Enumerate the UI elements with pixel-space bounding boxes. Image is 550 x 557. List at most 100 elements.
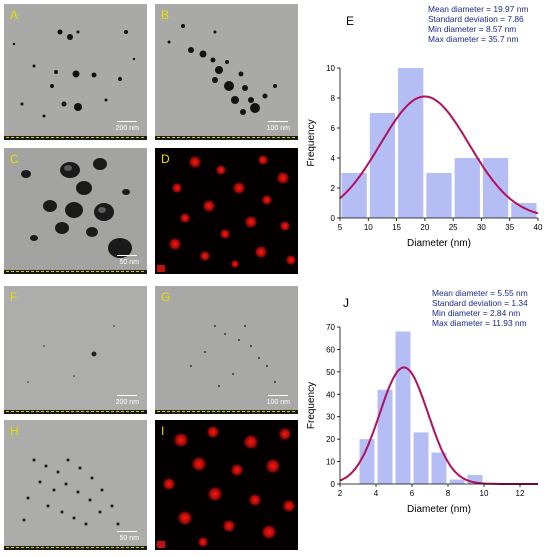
y-tick-label: 0 [331,214,336,223]
corner-marker [157,541,165,548]
histogram-bar [413,432,429,484]
scale-line [117,121,137,122]
scale-text: 100 nm [266,399,290,406]
micrograph-b: B 100 nm [155,4,298,140]
stat-min: Min diameter = 2.84 nm [432,308,521,318]
histogram-bar [467,475,483,484]
panel-label: G [161,290,171,304]
y-tick-label: 8 [331,94,336,103]
y-tick-label: 20 [326,435,335,444]
scale-text: 50 nm [119,535,139,542]
histogram-bar [395,331,411,484]
info-bar [4,410,147,414]
scale-line [268,395,288,396]
stat-max: Max diameter = 35.7 nm [428,34,519,44]
y-axis-label: Frequency [306,382,317,429]
panel-label: F [10,290,18,304]
scale-line [117,255,137,256]
micrograph-f: F 200 nm [4,286,147,414]
particles-c [21,158,132,258]
particles-g [190,325,276,387]
x-tick-label: 15 [392,223,401,232]
info-bar [155,136,298,140]
stats-box-e: Mean diameter = 19.97 nm Standard deviat… [428,4,528,44]
x-tick-label: 10 [480,489,489,498]
histogram-bar [431,452,447,484]
particles-a [12,29,136,118]
stat-sd: Standard deviation = 7.86 [428,14,524,24]
info-bar [4,136,147,140]
fluorescence-d: D [155,148,298,274]
histogram-bar [377,389,393,484]
fluorescence-i: I [155,420,298,550]
stat-min: Min diameter = 8.57 nm [428,24,517,34]
x-tick-label: 20 [420,223,429,232]
histogram-bar [449,479,465,484]
histogram-bar [341,173,367,218]
x-tick-label: 10 [364,223,373,232]
stat-mean: Mean diameter = 5.55 nm [432,288,528,298]
particles-f [27,325,115,383]
x-tick-label: 5 [338,223,343,232]
particles-h [22,458,120,526]
histogram-bar [369,113,396,218]
x-tick-label: 40 [534,223,543,232]
x-axis-label: Diameter (nm) [407,504,471,515]
gaussian-fit-curve [339,95,539,215]
y-tick-label: 4 [331,154,336,163]
chart-letter-j: J [343,296,349,310]
y-tick-label: 2 [331,184,336,193]
scale-line [268,121,288,122]
x-tick-label: 2 [338,489,343,498]
x-tick-label: 25 [449,223,458,232]
panel-label: I [161,424,165,438]
stats-box-j: Mean diameter = 5.55 nm Standard deviati… [432,288,528,328]
scale-text: 200 nm [115,125,139,132]
panel-label: H [10,424,19,438]
y-tick-label: 50 [326,368,335,377]
y-tick-label: 0 [331,480,336,489]
scale-line [117,531,137,532]
x-tick-label: 30 [477,223,486,232]
micrograph-c: C 50 nm [4,148,147,274]
particles-b [167,24,277,115]
y-axis-label: Frequency [306,119,317,166]
x-tick-label: 12 [516,489,525,498]
histogram-j: 2 4 6 8 10 12 0 10 20 30 40 50 60 70 Diameter (nm) Freq… [306,323,538,515]
chart-letter-e: E [346,14,355,28]
micrograph-g: G 100 nm [155,286,298,414]
x-axis-label: Diameter (nm) [407,238,471,249]
panel-label: D [161,152,170,166]
panel-label: B [161,8,170,22]
corner-marker [157,265,165,272]
stat-max: Max diameter = 11.93 nm [432,318,527,328]
histogram-bar [359,439,375,484]
info-bar [155,410,298,414]
x-tick-label: 35 [505,223,514,232]
y-tick-label: 10 [326,64,335,73]
histogram-bar [398,68,424,218]
y-tick-label: 30 [326,413,335,422]
info-bar [4,546,147,550]
panel-label: C [10,152,19,166]
x-tick-label: 4 [374,489,379,498]
micrograph-h: H 50 nm [4,420,147,550]
histogram-bar [511,203,537,218]
y-tick-label: 6 [331,124,336,133]
panel-label: A [10,8,19,22]
scale-text: 200 nm [115,399,139,406]
x-tick-label: 8 [446,489,451,498]
micrograph-a: A 200 nm [4,4,147,140]
stat-mean: Mean diameter = 19.97 nm [428,4,529,14]
y-tick-label: 10 [326,458,335,467]
x-tick-label: 6 [410,489,415,498]
scale-text: 100 nm [266,125,290,132]
y-tick-label: 70 [326,323,335,332]
red-particles-d [169,155,296,268]
y-tick-label: 40 [326,390,335,399]
histogram-bar [482,158,509,218]
histogram-bar [454,158,480,218]
scale-text: 50 nm [119,259,139,266]
info-bar [4,270,147,274]
histogram-bar [426,173,452,218]
